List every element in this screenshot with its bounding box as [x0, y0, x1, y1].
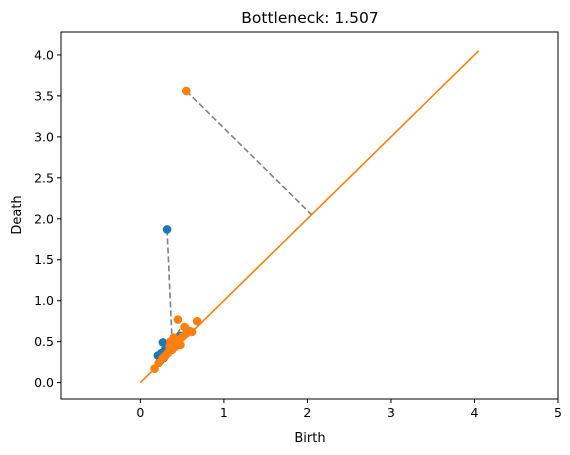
series-1-point-18 — [171, 342, 180, 351]
y-tick-label-0: 0.0 — [34, 375, 54, 390]
series-1-point-2 — [173, 315, 183, 324]
x-tick-label-0: 0 — [136, 405, 144, 420]
x-axis-ticks: 0 1 2 3 4 5 — [136, 399, 562, 420]
series-1-point-1 — [192, 316, 202, 326]
y-tick-label-7: 3.5 — [34, 88, 54, 103]
y-axis-ticks: 0.0 0.5 1.0 1.5 2.0 2.5 3.0 3.5 4.0 — [34, 47, 61, 390]
series-0-point-1 — [158, 338, 168, 347]
y-tick-label-1: 0.5 — [34, 334, 54, 349]
y-tick-label-5: 2.5 — [34, 170, 54, 185]
y-axis-label: Death — [10, 195, 25, 234]
y-tick-label-2: 1.0 — [34, 293, 54, 308]
x-axis-label: Birth — [294, 431, 325, 446]
diagonal-line — [139, 50, 480, 384]
chart-title: Bottleneck: 1.507 — [241, 9, 379, 27]
matching-line-0 — [185, 90, 313, 216]
axes-frame — [60, 31, 559, 400]
matching-line-1 — [166, 229, 173, 342]
y-tick-label-4: 2.0 — [34, 211, 54, 226]
series-1-point-19 — [181, 329, 191, 338]
y-tick-label-3: 1.5 — [34, 252, 54, 267]
x-tick-label-5: 5 — [554, 405, 562, 420]
plot-area — [139, 50, 480, 384]
x-tick-label-3: 3 — [387, 405, 395, 420]
x-tick-label-2: 2 — [303, 405, 311, 420]
x-tick-label-1: 1 — [220, 405, 228, 420]
series-1-point-0 — [181, 86, 191, 96]
series-1-point-15 — [154, 358, 164, 368]
x-tick-label-4: 4 — [470, 405, 478, 420]
y-tick-label-6: 3.0 — [34, 129, 54, 144]
series-0-point-0 — [162, 225, 172, 234]
y-tick-label-8: 4.0 — [34, 47, 54, 62]
